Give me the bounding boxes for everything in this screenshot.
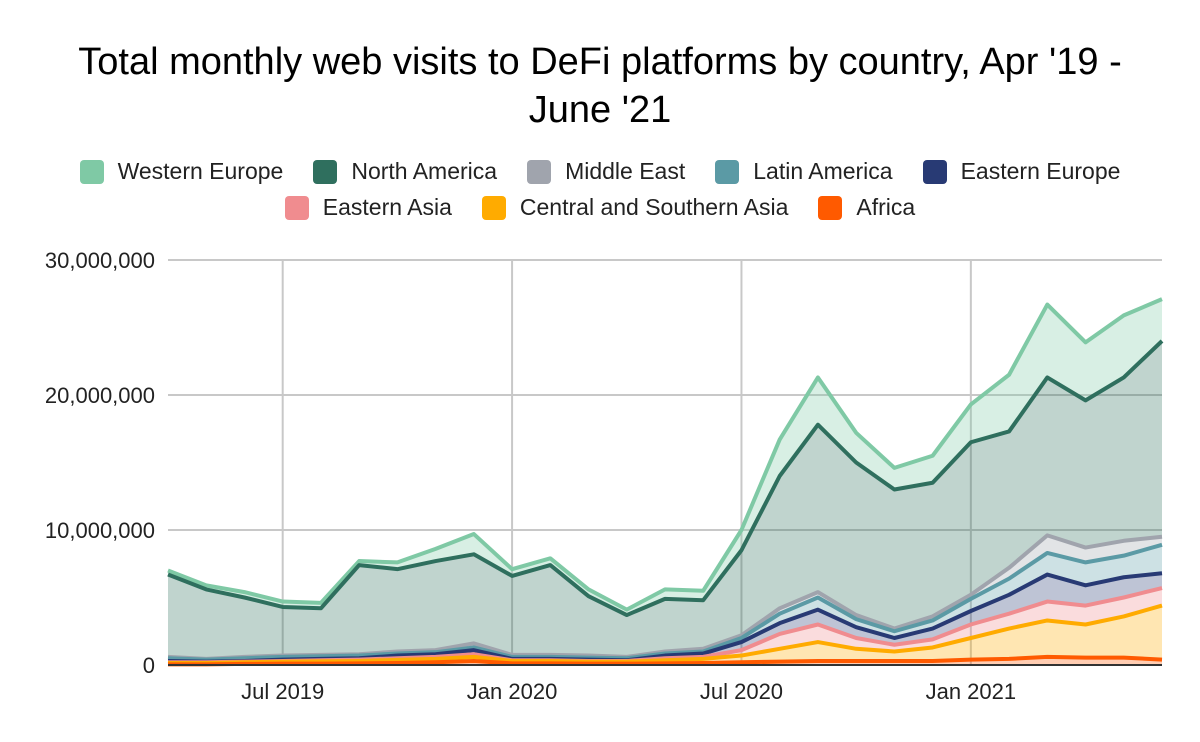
- legend-swatch: [818, 195, 843, 220]
- area-middle-east: [168, 535, 1162, 660]
- legend-label: Eastern Europe: [960, 158, 1121, 184]
- x-tick-label: Jul 2019: [241, 679, 324, 704]
- legend-swatch: [481, 195, 506, 220]
- area-eastern-asia: [168, 588, 1162, 663]
- line-central-and-southern-asia: [168, 603, 1163, 665]
- line-africa: [168, 654, 1163, 667]
- legend-item: Africa: [818, 194, 915, 221]
- legend-label: Africa: [856, 194, 916, 220]
- line-north-america: [167, 339, 1164, 618]
- y-tick-label: 10,000,000: [45, 518, 155, 543]
- area-western-europe: [168, 299, 1162, 616]
- legend-swatch: [922, 159, 947, 184]
- y-tick-label: 20,000,000: [45, 383, 155, 408]
- legend-item: Middle East: [527, 158, 685, 185]
- legend-item: Eastern Europe: [922, 158, 1121, 185]
- legend-label: Latin America: [753, 158, 893, 184]
- y-tick-label: 0: [143, 653, 155, 678]
- x-tick-label: Jan 2021: [926, 679, 1017, 704]
- legend-swatch: [527, 159, 552, 184]
- legend-label: Middle East: [565, 158, 686, 184]
- area-eastern-europe: [168, 573, 1162, 663]
- legend-row-1: Western Europe North America Middle East La…: [0, 158, 1200, 185]
- legend-swatch: [313, 159, 338, 184]
- legend-swatch: [284, 195, 309, 220]
- legend-label: Western Europe: [117, 158, 284, 184]
- area-north-america: [168, 341, 1162, 659]
- legend-item: Western Europe: [79, 158, 284, 185]
- legend-label: North America: [351, 158, 498, 184]
- y-tick-label: 30,000,000: [45, 248, 155, 273]
- legend-item: Eastern Asia: [284, 194, 452, 221]
- legend-swatch: [715, 159, 740, 184]
- legend-item: North America: [313, 158, 497, 185]
- x-tick-label: Jul 2020: [700, 679, 783, 704]
- legend-row-2: Eastern Asia Central and Southern Asia Afr…: [0, 194, 1200, 221]
- line-latin-america: [167, 542, 1163, 662]
- legend-swatch: [79, 159, 104, 184]
- legend-item: Latin America: [715, 158, 893, 185]
- legend-item: Central and Southern Asia: [481, 194, 789, 221]
- line-western-europe: [167, 297, 1163, 612]
- x-tick-label: Jan 2020: [467, 679, 558, 704]
- legend-label: Central and Southern Asia: [519, 194, 789, 220]
- legend-label: Eastern Asia: [322, 194, 452, 220]
- chart-title: Total monthly web visits to DeFi platfor…: [78, 41, 1122, 131]
